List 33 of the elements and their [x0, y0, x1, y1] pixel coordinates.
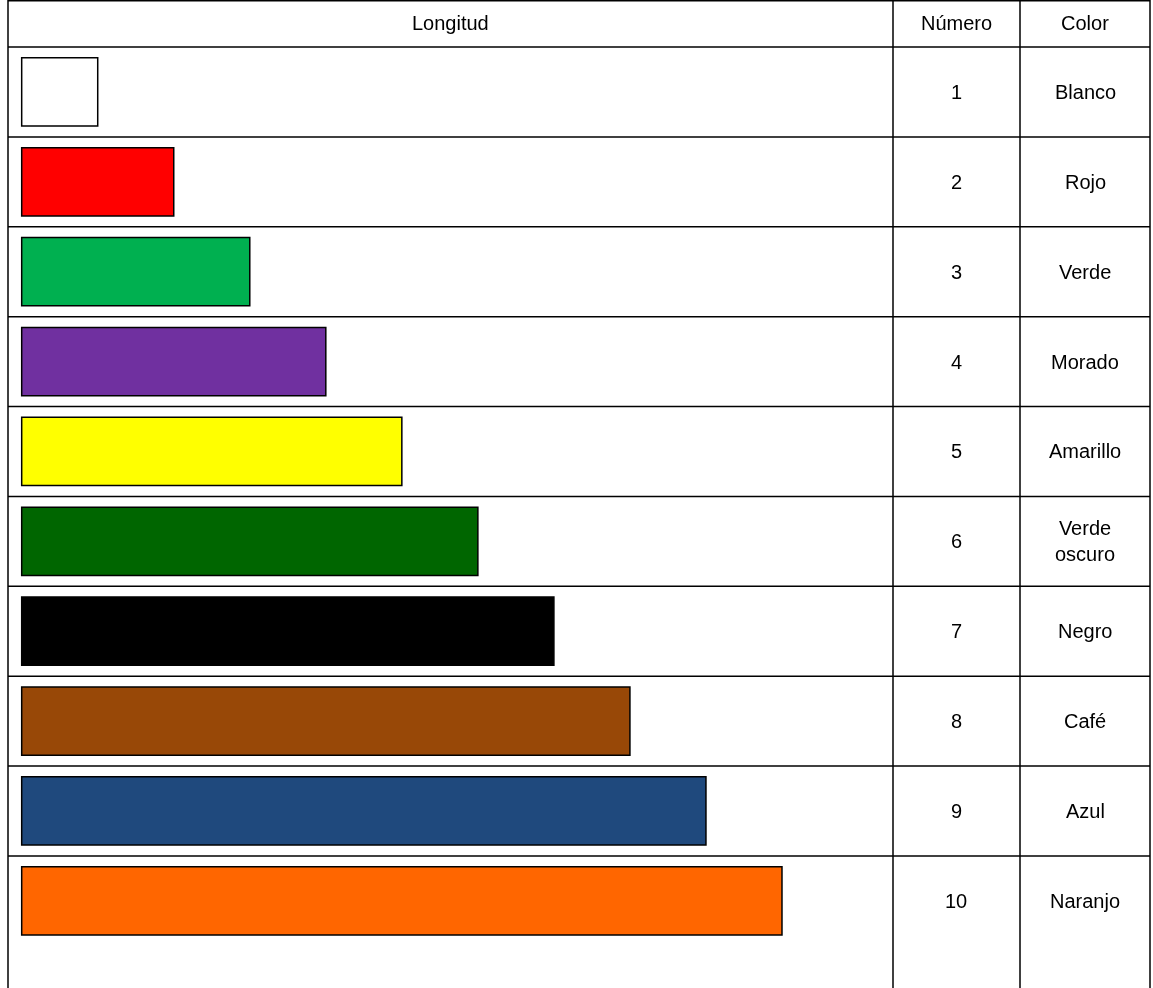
data-label: 2: [951, 171, 963, 193]
data-label: 7: [951, 620, 963, 642]
y-tick-label: Negro: [1058, 620, 1113, 642]
y-tick-label: Azul: [1066, 800, 1105, 822]
data-label: 9: [951, 800, 963, 822]
bar: [20, 686, 631, 756]
bar: [20, 57, 99, 127]
bar: [20, 596, 555, 667]
bar: [20, 236, 251, 307]
data-label: 6: [951, 530, 963, 552]
y-tick-label: Verde: [1059, 261, 1112, 283]
bar: [20, 865, 783, 936]
y-tick-label: Café: [1064, 710, 1107, 732]
x-axis-title: Longitud: [412, 12, 489, 34]
data-label: 10: [945, 890, 968, 912]
y-tick-label: Rojo: [1065, 171, 1107, 193]
bar: [20, 326, 327, 397]
data-label: 3: [951, 261, 963, 283]
bar: [20, 506, 479, 577]
data-label: 1: [951, 81, 963, 103]
data-label: 5: [951, 440, 963, 462]
data-label: 8: [951, 710, 963, 732]
text: Número: [921, 12, 993, 34]
y-tick-label: Naranjo: [1050, 890, 1121, 912]
bar: [20, 146, 175, 217]
bar: [20, 416, 403, 487]
y-tick-label: Blanco: [1055, 81, 1117, 103]
y-tick-label: Verde oscuro: [1055, 517, 1116, 565]
y-tick-label: Morado: [1051, 351, 1119, 373]
data-label: 4: [951, 351, 963, 373]
bar: [20, 776, 707, 846]
y-axis-title: Color: [1061, 12, 1110, 34]
y-tick-label: Amarillo: [1049, 440, 1122, 462]
